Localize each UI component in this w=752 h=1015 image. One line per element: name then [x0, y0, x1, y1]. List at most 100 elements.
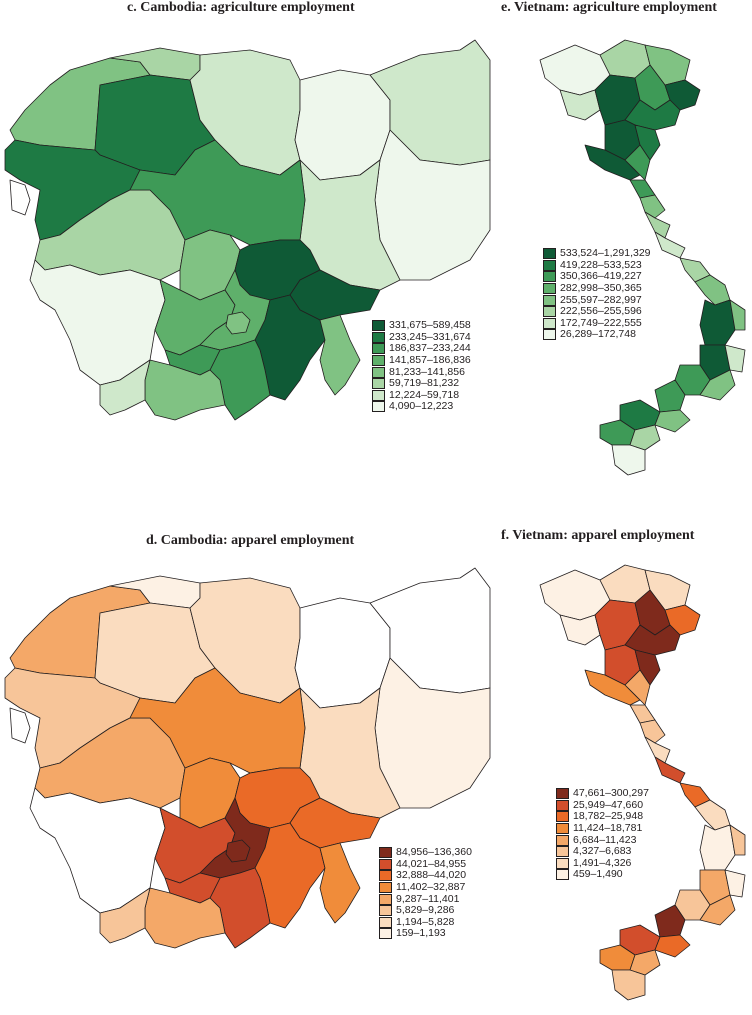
province [654, 409, 691, 433]
map-cambodia-agriculture [4, 39, 491, 421]
legend-label: 159–1,193 [396, 927, 446, 940]
province [699, 299, 736, 346]
legend-swatch [379, 882, 392, 894]
legend-swatch [372, 389, 385, 401]
legend-item: 159–1,193 [379, 928, 472, 940]
legend-swatch [543, 271, 556, 283]
legend-item: 26,289–172,748 [543, 329, 651, 341]
legend-label: 533,524–1,291,329 [560, 247, 651, 260]
legend-label: 5,829–9,286 [396, 904, 455, 917]
legend-swatch [379, 847, 392, 859]
legend-swatch [379, 928, 392, 940]
legend-item: 282,998–350,365 [543, 283, 651, 295]
legend-swatch [372, 320, 385, 332]
province [654, 934, 691, 958]
legend-item: 172,749–222,555 [543, 317, 651, 330]
province [584, 669, 641, 706]
legend-vietnam-agriculture: 533,524–1,291,329 419,228–533,523 350,36… [543, 248, 651, 341]
province [634, 124, 661, 161]
legend-item: 11,402–32,887 [379, 882, 472, 894]
legend-item: 59,719–81,232 [372, 378, 471, 390]
legend-item: 1,194–5,828 [379, 915, 472, 929]
legend-label: 1,491–4,326 [573, 856, 632, 869]
legend-label: 81,233–141,856 [389, 365, 465, 378]
legend-item: 84,956–136,360 [379, 847, 472, 859]
legend-label: 26,289–172,748 [560, 328, 636, 341]
legend-swatch [556, 788, 569, 800]
legend-item: 12,224–59,718 [372, 389, 471, 402]
legend-label: 4,327–6,683 [573, 845, 632, 858]
panel-title-vietnam-apparel: f. Vietnam: apparel employment [501, 528, 695, 543]
legend-swatch [543, 306, 556, 318]
province [699, 894, 736, 926]
legend-item: 18,782–25,948 [556, 811, 649, 823]
legend-swatch [379, 893, 392, 905]
province [654, 231, 686, 259]
legend-item: 4,327–6,683 [556, 846, 649, 858]
legend-swatch [543, 317, 556, 329]
province [724, 344, 746, 373]
province [644, 736, 671, 764]
legend-swatch [543, 329, 556, 341]
province [699, 824, 736, 871]
province [639, 719, 666, 744]
legend-item: 186,837–233,244 [372, 343, 471, 355]
legend-item: 255,597–282,997 [543, 294, 651, 306]
map-cambodia-apparel [4, 567, 491, 949]
province [729, 824, 746, 856]
province [319, 842, 361, 924]
legend-swatch [556, 823, 569, 835]
panel-title-cambodia-apparel: d. Cambodia: apparel employment [146, 533, 355, 548]
legend-swatch [372, 378, 385, 390]
legend-item: 32,888–44,020 [379, 870, 472, 882]
legend-label: 44,021–84,955 [396, 857, 467, 870]
legend-swatch [372, 343, 385, 355]
legend-swatch [556, 834, 569, 846]
legend-item: 44,021–84,955 [379, 857, 472, 871]
legend-label: 350,366–419,227 [560, 270, 642, 283]
legend-cambodia-apparel: 84,956–136,360 44,021–84,955 32,888–44,0… [379, 847, 472, 940]
legend-swatch [556, 857, 569, 869]
legend-swatch [379, 905, 392, 917]
legend-swatch [372, 331, 385, 343]
province [99, 887, 151, 944]
province [611, 444, 646, 476]
legend-item: 331,675–589,458 [372, 320, 471, 332]
legend-swatch [556, 869, 569, 881]
legend-label: 18,782–25,948 [573, 810, 644, 823]
legend-label: 1,194–5,828 [396, 915, 455, 928]
province [611, 969, 646, 1001]
legend-item: 419,228–533,523 [543, 258, 651, 272]
province [729, 299, 746, 331]
legend-label: 459–1,490 [573, 868, 623, 881]
legend-item: 47,661–300,297 [556, 788, 649, 800]
legend-swatch [556, 846, 569, 858]
province [99, 359, 151, 416]
legend-label: 222,556–255,596 [560, 305, 642, 318]
province [319, 314, 361, 396]
province [654, 756, 686, 784]
legend-label: 25,949–47,660 [573, 798, 644, 811]
legend-item: 459–1,490 [556, 869, 649, 881]
legend-label: 47,661–300,297 [573, 787, 649, 800]
province [629, 179, 656, 199]
province [724, 869, 746, 898]
legend-label: 11,402–32,887 [396, 881, 466, 894]
legend-label: 282,998–350,365 [560, 282, 642, 295]
legend-item: 141,857–186,836 [372, 355, 471, 367]
legend-swatch [372, 401, 385, 413]
province [629, 704, 656, 724]
legend-label: 186,837–233,244 [389, 342, 471, 355]
legend-swatch [543, 248, 556, 260]
legend-swatch [543, 259, 556, 271]
map-vietnam-agriculture [539, 39, 746, 476]
province [584, 144, 641, 181]
legend-label: 419,228–533,523 [560, 258, 642, 271]
legend-item: 11,424–18,781 [556, 823, 649, 835]
province [654, 379, 686, 413]
legend-label: 233,245–331,674 [389, 330, 471, 343]
legend-item: 6,684–11,423 [556, 834, 649, 846]
legend-label: 255,597–282,997 [560, 293, 642, 306]
province [694, 799, 731, 831]
